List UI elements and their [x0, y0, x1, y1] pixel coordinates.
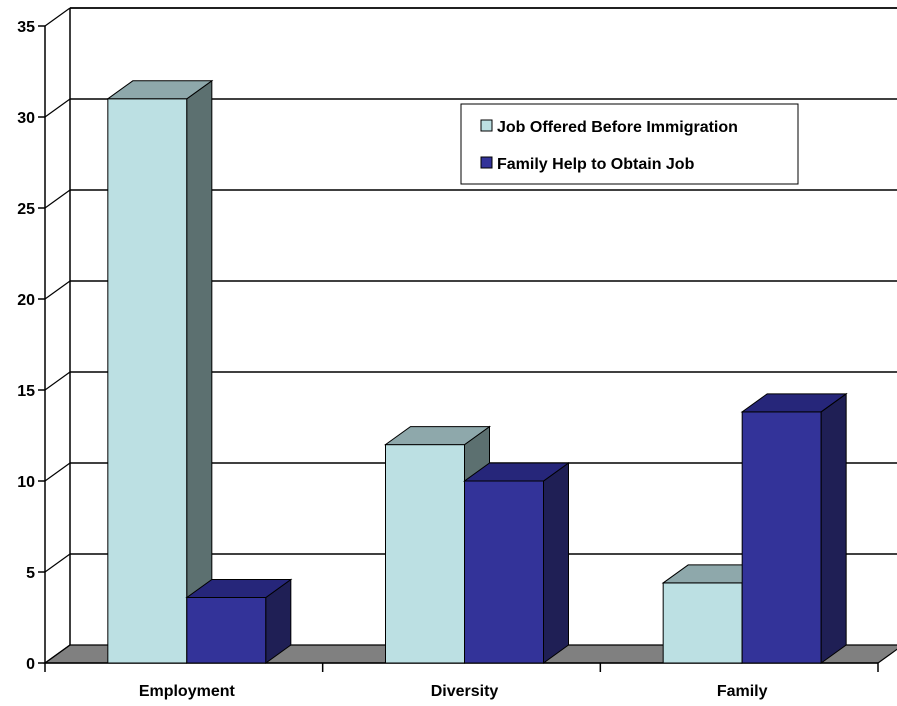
legend-swatch — [480, 156, 493, 169]
bar-front — [186, 596, 267, 664]
y-tick-label: 15 — [17, 383, 35, 400]
wall-tick — [44, 7, 71, 27]
bar-front — [385, 444, 465, 664]
bar-front — [662, 582, 743, 664]
wall-tick — [44, 280, 71, 300]
bar-front — [107, 98, 188, 664]
y-tick-label: 30 — [17, 110, 35, 127]
wall-tick — [44, 644, 71, 664]
bar-top — [106, 80, 214, 100]
y-tick-label: 35 — [17, 19, 35, 36]
y-tick-label: 0 — [26, 656, 35, 673]
legend-label: Job Offered Before Immigration — [497, 119, 738, 136]
wall-tick — [44, 462, 71, 482]
bar-front — [741, 411, 822, 664]
bar-side — [820, 392, 847, 664]
x-category-label: Employment — [139, 683, 236, 700]
bar-top — [383, 426, 492, 446]
x-category-label: Diversity — [431, 683, 499, 700]
bar-top — [462, 462, 571, 482]
bar-top — [740, 393, 848, 413]
y-tick-label: 10 — [17, 474, 35, 491]
wall-tick — [44, 98, 71, 118]
wall-tick — [44, 553, 71, 573]
legend-box — [460, 103, 799, 185]
bar-front — [464, 480, 544, 664]
x-category-label: Family — [717, 683, 768, 700]
y-tick-label: 25 — [17, 201, 35, 218]
bar-side — [543, 462, 569, 664]
y-tick-label: 20 — [17, 292, 35, 309]
wall-tick — [44, 189, 71, 209]
bar-side — [186, 79, 213, 664]
legend-label: Family Help to Obtain Job — [497, 156, 695, 173]
wall-tick — [44, 371, 71, 391]
y-tick-label: 5 — [26, 565, 35, 582]
bar-top — [185, 578, 293, 598]
legend-swatch — [480, 119, 493, 132]
